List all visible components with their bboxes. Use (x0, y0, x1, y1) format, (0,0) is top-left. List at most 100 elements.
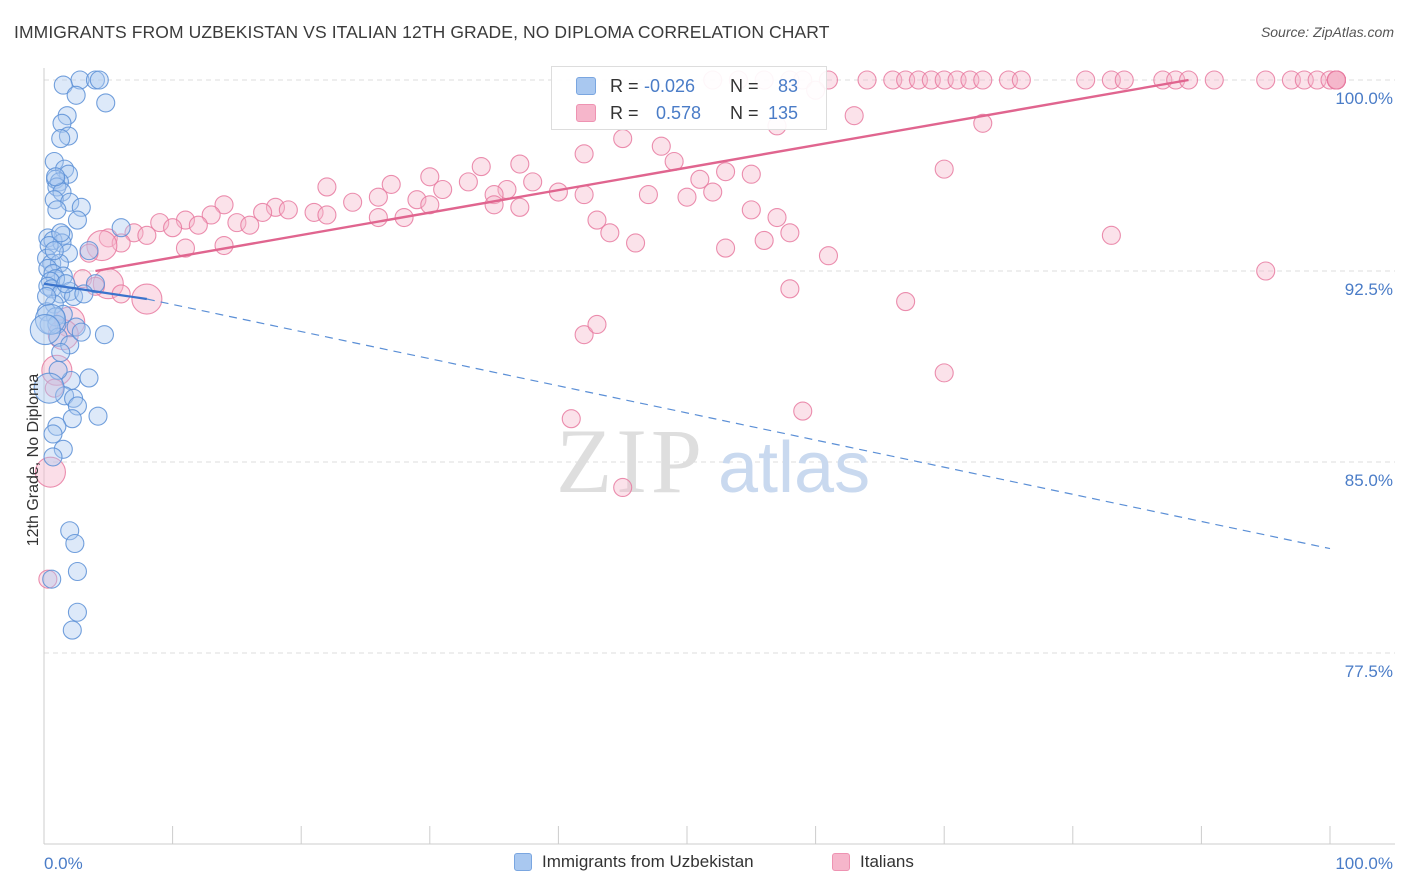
uzbekistan-point (67, 561, 87, 582)
legend-r-value: -0.026 (644, 75, 696, 96)
italians-point (253, 202, 273, 222)
italians-point (818, 246, 839, 266)
legend-row-italians: R = 0.578 N = 135 (552, 100, 828, 126)
uzbekistan-point (48, 360, 68, 380)
uzbekistan-point (49, 253, 69, 273)
legend-item-uzbekistan: Immigrants from Uzbekistan (514, 852, 754, 872)
legend-label: Italians (860, 852, 914, 871)
italians-point (754, 230, 774, 250)
uzbekistan-point (37, 286, 57, 307)
uzbekistan-point (53, 75, 73, 95)
watermark-zip: ZIP (556, 410, 706, 512)
uzbekistan-point (43, 447, 63, 467)
uzbekistan-point (71, 197, 91, 217)
legend-swatch-pink (832, 853, 850, 871)
uzbekistan-point (67, 602, 87, 622)
italians-point (44, 378, 64, 398)
italians-point (690, 169, 710, 189)
italians-point (163, 218, 183, 238)
italians-point (510, 197, 530, 217)
uzbekistan-point (60, 521, 80, 541)
italians-point (484, 185, 504, 205)
legend-row-uzbekistan: R = -0.026 N = 83 (552, 73, 828, 99)
italians-point (420, 167, 440, 187)
legend-item-italians: Italians (832, 852, 914, 872)
italians-point (716, 238, 736, 258)
legend-swatch-blue (576, 77, 596, 95)
uzbekistan-point (44, 241, 64, 261)
uzbekistan-point (79, 368, 99, 388)
chart-source: Source: ZipAtlas.com (1260, 24, 1394, 40)
italians-point (780, 223, 800, 243)
uzbekistan-point (71, 322, 91, 342)
italians-point (240, 215, 260, 235)
italians-point (741, 164, 761, 184)
italians-point (767, 207, 787, 228)
italians-point (484, 195, 504, 215)
uzbekistan-point (65, 533, 85, 554)
uzbekistan-point (96, 93, 116, 113)
uzbekistan-trend-solid (43, 282, 148, 301)
uzbekistan-points (29, 70, 131, 640)
italians-point (98, 228, 118, 248)
uzbekistan-point (46, 269, 66, 289)
legend-n-value: 83 (778, 75, 799, 96)
y-tick-label: 92.5% (1345, 280, 1393, 299)
uzbekistan-point (62, 620, 82, 640)
italians-point (471, 157, 491, 177)
italians-point (677, 187, 697, 207)
italians-point (741, 200, 761, 220)
uzbekistan-point (62, 409, 82, 429)
uzbekistan-point (67, 210, 87, 230)
italians-point (934, 159, 954, 179)
italians-point (458, 172, 478, 192)
italians-point (407, 190, 427, 210)
italians-point (626, 233, 646, 253)
uzbekistan-point (43, 424, 63, 444)
italians-point (1204, 70, 1224, 90)
italians-trend-solid (95, 78, 1189, 273)
italians-point (844, 106, 864, 126)
x-tick-label: 100.0% (1335, 854, 1393, 873)
legend-swatch-blue (514, 853, 532, 871)
italians-point (86, 229, 118, 262)
italians-point (973, 70, 993, 90)
italians-point (175, 238, 196, 258)
uzbekistan-point (53, 225, 73, 245)
italians-point (574, 325, 594, 345)
italians-point (433, 179, 453, 200)
uzbekistan-point (94, 325, 114, 345)
uzbekistan-point (38, 228, 58, 248)
italians-point (780, 279, 800, 299)
italians-points (34, 70, 1346, 589)
series-legend: Immigrants from Uzbekistan Italians (0, 852, 1406, 878)
italians-point (973, 113, 993, 133)
uzbekistan-point (52, 113, 72, 133)
italians-point (214, 195, 234, 215)
italians-point (150, 213, 170, 233)
uzbekistan-point (67, 396, 87, 416)
legend-n-value: 135 (768, 102, 799, 123)
chart-title: IMMIGRANTS FROM UZBEKISTAN VS ITALIAN 12… (14, 22, 830, 42)
italians-point (41, 354, 73, 386)
uzbekistan-point (51, 129, 71, 149)
italians-point (368, 187, 388, 207)
uzbekistan-trend-dashed (146, 298, 1331, 550)
correlation-legend: R = -0.026 N = 83 R = 0.578 N = 135 (551, 66, 827, 130)
legend-r-label: R = (610, 75, 639, 96)
italians-point (523, 172, 543, 192)
italians-point (1256, 261, 1276, 281)
italians-point (857, 70, 877, 90)
grid-lines (44, 79, 1395, 654)
uzbekistan-point (47, 200, 67, 220)
y-tick-label: 100.0% (1335, 89, 1393, 108)
x-tick-label: 0.0% (44, 854, 83, 873)
italians-point (613, 477, 633, 498)
italians-point (716, 162, 736, 182)
uzbekistan-point (111, 218, 131, 238)
legend-r-value: 0.578 (656, 102, 702, 123)
italians-point (317, 205, 337, 225)
watermark-atlas: atlas (718, 428, 870, 508)
italians-point (1011, 70, 1031, 90)
